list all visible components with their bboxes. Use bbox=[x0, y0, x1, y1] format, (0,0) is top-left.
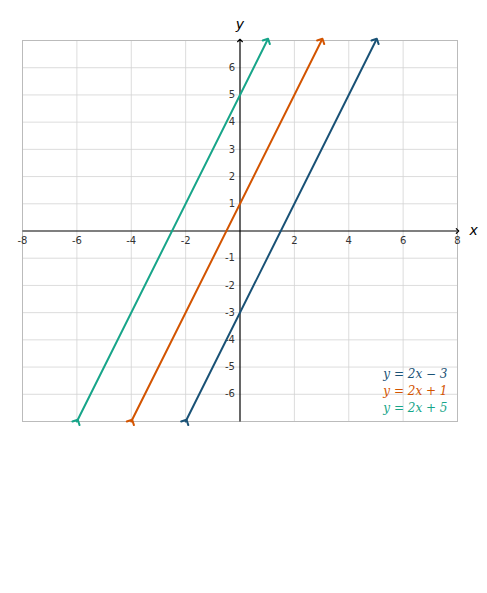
svg-text:-4: -4 bbox=[225, 334, 235, 346]
svg-text:5: 5 bbox=[229, 89, 235, 100]
svg-text:y: y bbox=[235, 16, 245, 32]
svg-text:8: 8 bbox=[454, 235, 460, 246]
svg-text:1: 1 bbox=[229, 198, 235, 209]
svg-text:6: 6 bbox=[400, 235, 406, 246]
svg-text:2: 2 bbox=[229, 171, 235, 182]
svg-text:3: 3 bbox=[229, 144, 235, 155]
svg-text:-2: -2 bbox=[225, 280, 235, 291]
svg-text:y = 2x + 1: y = 2x + 1 bbox=[382, 384, 447, 398]
svg-text:-4: -4 bbox=[126, 235, 136, 246]
svg-text:4: 4 bbox=[228, 116, 235, 128]
svg-text:-3: -3 bbox=[225, 307, 235, 318]
svg-text:x: x bbox=[469, 222, 479, 238]
svg-text:6: 6 bbox=[229, 62, 235, 73]
svg-text:-2: -2 bbox=[181, 235, 191, 246]
svg-text:-1: -1 bbox=[225, 252, 235, 263]
svg-text:-6: -6 bbox=[72, 235, 82, 246]
svg-text:-6: -6 bbox=[225, 388, 235, 399]
svg-text:-8: -8 bbox=[18, 235, 28, 246]
svg-text:-5: -5 bbox=[225, 361, 235, 372]
svg-text:y = 2x + 5: y = 2x + 5 bbox=[382, 401, 447, 415]
svg-text:4: 4 bbox=[346, 235, 352, 246]
svg-text:y = 2x − 3: y = 2x − 3 bbox=[382, 367, 448, 381]
svg-text:2: 2 bbox=[291, 235, 297, 246]
